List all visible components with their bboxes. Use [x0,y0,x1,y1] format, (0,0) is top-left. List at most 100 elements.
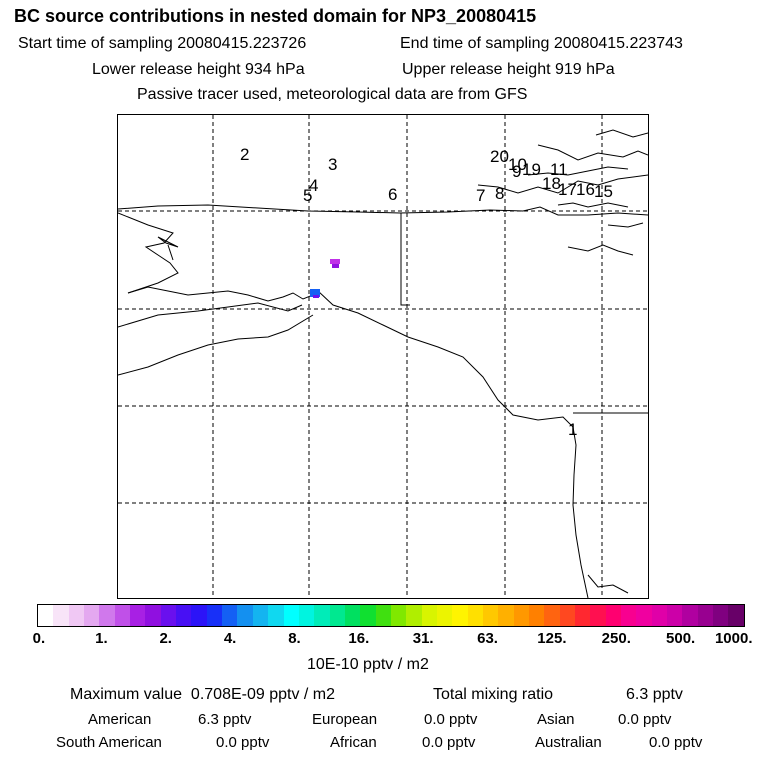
region-value: 6.3 pptv [198,711,252,728]
colorbar-swatch [605,605,622,626]
region-name: African [330,734,377,751]
colorbar-tick-label: 2. [159,630,172,647]
colorbar-tick-label: 63. [477,630,498,647]
trajectory-label: 17 [558,180,577,199]
region-name: American [88,711,152,728]
start-label: Start time of sampling [18,35,173,52]
colorbar-swatch [575,605,591,626]
colorbar-swatch [467,605,483,626]
trajectory-label: 6 [388,185,397,204]
lower-label: Lower release height [92,61,241,78]
trajectory-label: 3 [328,155,337,174]
trajectory-label: 18 [542,174,561,193]
upper-label: Upper release height [402,61,551,78]
trajectory-labels: 2 3 4 5 6 7 8 9 19 20 10 11 18 17 16 15 … [240,145,613,439]
colorbar-swatch [344,605,361,626]
colorbar-tick-label: 1. [95,630,108,647]
start-time: Start time of sampling 20080415.223726 [18,35,306,53]
colorbar-tick-label: 500. [666,630,696,647]
trajectory-label: 16 [576,180,595,199]
plume-patch [313,295,319,298]
trajectory-label: 2 [240,145,249,164]
colorbar-swatch [498,605,514,626]
plume-patch [330,259,340,264]
colorbar-swatch [544,605,560,626]
colorbar-swatch [621,605,637,626]
colorbar-tick-label: 250. [601,630,631,647]
coastline [118,129,648,598]
colorbar-swatch [84,605,100,626]
region-value: 0.0 pptv [216,734,270,751]
max-number: 0.708E-09 pptv / m2 [190,686,336,703]
colorbar-swatch [268,605,284,626]
colorbar-swatch [375,605,391,626]
colorbar-swatch [513,605,529,626]
upper-release: Upper release height 919 hPa [402,61,615,79]
colorbar-tick-label: 16. [348,630,370,647]
colorbar-swatch [298,605,315,626]
colorbar-swatch [452,605,468,626]
end-value: 20080415.223743 [553,35,683,52]
colorbar-swatch [222,605,238,626]
colorbar-swatch [206,605,223,626]
colorbar-swatch [191,605,207,626]
total-value: 6.3 pptv [626,686,683,703]
colorbar [37,604,745,627]
colorbar-tick-label: 1000. [714,630,753,647]
colorbar-swatch [482,605,499,626]
trajectory-label: 10 [508,155,527,174]
colorbar-swatch [421,605,437,626]
tracer-note: Passive tracer used, meteorological data… [137,86,528,103]
trajectory-label: 11 [550,160,568,179]
lower-release: Lower release height 934 hPa [92,61,305,79]
colorbar-swatch [390,605,407,626]
colorbar-swatch [667,605,683,626]
colorbar-tick-label: 125. [537,630,567,647]
region-value: 0.0 pptv [618,711,672,728]
colorbar-tick-label: 31. [412,630,434,647]
colorbar-swatch [559,605,576,626]
colorbar-swatch [38,605,54,626]
trajectory-label: 5 [303,186,312,205]
colorbar-swatch [99,605,115,626]
colorbar-swatch [53,605,69,626]
colorbar-swatch [252,605,269,626]
trajectory-label: 4 [309,176,318,195]
colorbar-tick-label: 8. [288,630,301,647]
colorbar-swatch [682,605,698,626]
colorbar-swatch [651,605,668,626]
colorbar-swatch [697,605,714,626]
colorbar-tick-label: 0. [32,630,46,647]
colorbar-swatch [590,605,606,626]
colorbar-swatch [713,605,729,626]
colorbar-swatch [176,605,192,626]
region-value: 0.0 pptv [649,734,703,751]
trajectory-label: 7 [476,186,485,205]
end-time: End time of sampling 20080415.223743 [400,35,683,53]
colorbar-swatch [130,605,146,626]
end-label: End time of sampling [400,35,550,52]
map-panel: 2 3 4 5 6 7 8 9 19 20 10 11 18 17 16 15 … [117,114,649,599]
region-name: South American [56,734,162,751]
colorbar-swatch [329,605,345,626]
colorbar-swatch [436,605,453,626]
region-value: 0.0 pptv [422,734,476,751]
colorbar-swatch [529,605,545,626]
colorbar-swatch [636,605,652,626]
colorbar-swatch [314,605,330,626]
trajectory-label: 9 [512,162,521,181]
trajectory-label: 19 [522,160,541,179]
plume-patch [332,264,339,268]
trajectory-label: 1 [568,420,577,439]
colorbar-swatch [145,605,161,626]
region-name: Asian [537,711,575,728]
total-label: Total mixing ratio [433,686,554,703]
colorbar-swatch [160,605,177,626]
start-value: 20080415.223726 [177,35,307,52]
colorbar-swatch [68,605,85,626]
plot-title: BC source contributions in nested domain… [14,6,537,26]
colorbar-swatch [283,605,299,626]
upper-value: 919 hPa [555,61,615,78]
trajectory-label: 8 [495,184,504,203]
colorbar-unit: 10E-10 pptv / m2 [307,656,429,673]
